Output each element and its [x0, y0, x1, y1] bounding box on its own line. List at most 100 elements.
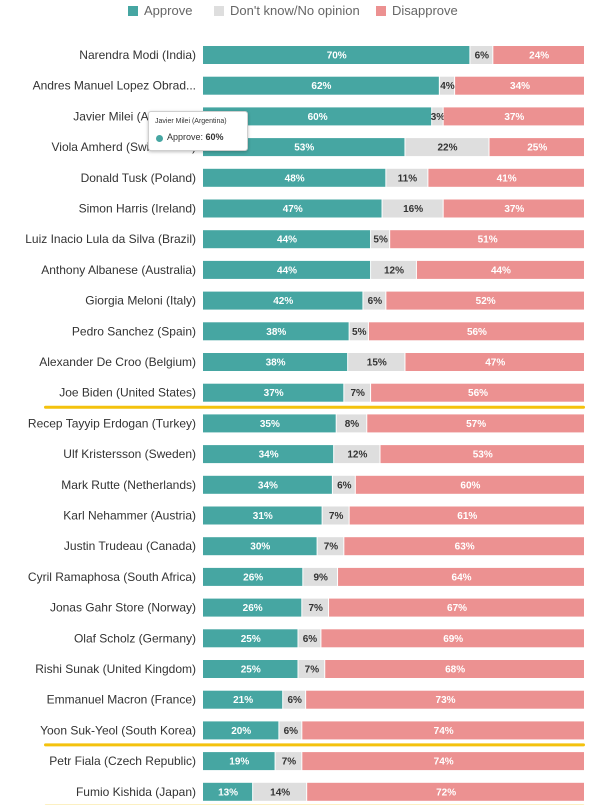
bar-row-ulf-kristersson-sweden[interactable]: Ulf Kristersson (Sweden) 34% 12% 53%: [63, 445, 584, 464]
bar-segment-approve[interactable]: [203, 752, 275, 771]
bar-segment-disapprove[interactable]: [338, 567, 584, 586]
bar-segment-approve[interactable]: [203, 46, 470, 64]
bar-row-alexander-de-croo-belgium[interactable]: Alexander De Croo (Belgium) 38% 15% 47%: [39, 353, 584, 371]
bar-row-mark-rutte-netherlands[interactable]: Mark Rutte (Netherlands) 34% 6% 60%: [61, 475, 584, 494]
bar-segment-disapprove[interactable]: [321, 629, 584, 648]
bar-row-donald-tusk-poland[interactable]: Donald Tusk (Poland) 48% 11% 41%: [81, 168, 584, 187]
bar-segment-neutral[interactable]: [348, 353, 405, 371]
bar-row-recep-tayyip-erdogan-turkey[interactable]: Recep Tayyip Erdogan (Turkey) 35% 8% 57%: [28, 414, 584, 433]
bar-segment-approve[interactable]: [203, 782, 253, 801]
bar-segment-disapprove[interactable]: [416, 260, 584, 279]
bar-segment-approve[interactable]: [203, 629, 298, 648]
bar-segment-approve[interactable]: [203, 567, 303, 586]
bar-segment-disapprove[interactable]: [405, 353, 584, 371]
bar-segment-neutral[interactable]: [344, 383, 371, 402]
bar-segment-disapprove[interactable]: [386, 291, 584, 310]
bar-segment-disapprove[interactable]: [355, 475, 584, 494]
bar-row-emmanuel-macron-france[interactable]: Emmanuel Macron (France) 21% 6% 73%: [47, 690, 584, 709]
bar-row-fumio-kishida-japan[interactable]: Fumio Kishida (Japan) 13% 14% 72%: [44, 782, 585, 805]
bar-segment-neutral[interactable]: [283, 690, 306, 709]
bar-segment-approve[interactable]: [203, 506, 322, 525]
bar-segment-disapprove[interactable]: [368, 322, 584, 341]
bar-segment-neutral[interactable]: [382, 199, 443, 218]
bar-segment-approve[interactable]: [203, 260, 371, 279]
bar-row-viola-amherd-switzerland[interactable]: Viola Amherd (Switzerland) 53% 22% 25%: [51, 138, 585, 157]
bar-segment-neutral[interactable]: [371, 260, 416, 279]
bar-segment-approve[interactable]: [203, 168, 386, 187]
bar-segment-approve[interactable]: [203, 291, 363, 310]
bar-row-justin-trudeau-canada[interactable]: Justin Trudeau (Canada) 30% 7% 63%: [64, 537, 584, 556]
bar-segment-approve[interactable]: [203, 107, 432, 126]
bar-segment-neutral[interactable]: [298, 629, 321, 648]
bar-segment-approve[interactable]: [203, 721, 279, 740]
bar-row-pedro-sanchez-spain[interactable]: Pedro Sanchez (Spain) 38% 5% 56%: [72, 322, 584, 341]
bar-row-jonas-gahr-store-norway[interactable]: Jonas Gahr Store (Norway) 26% 7% 67%: [50, 598, 584, 617]
bar-segment-disapprove[interactable]: [390, 230, 584, 249]
bar-segment-disapprove[interactable]: [302, 721, 584, 740]
bar-segment-approve[interactable]: [203, 322, 349, 341]
bar-segment-neutral[interactable]: [405, 138, 489, 157]
bar-segment-neutral[interactable]: [253, 782, 307, 801]
bar-segment-neutral[interactable]: [275, 752, 302, 771]
bar-segment-disapprove[interactable]: [302, 752, 584, 771]
bar-row-petr-fiala-czech-republic[interactable]: Petr Fiala (Czech Republic) 19% 7% 74%: [49, 752, 584, 771]
bar-segment-disapprove[interactable]: [367, 414, 584, 433]
bar-segment-disapprove[interactable]: [307, 782, 584, 801]
bar-segment-disapprove[interactable]: [428, 168, 584, 187]
bar-segment-neutral[interactable]: [349, 322, 368, 341]
bar-segment-disapprove[interactable]: [380, 445, 584, 464]
bar-segment-disapprove[interactable]: [329, 598, 584, 617]
bar-segment-approve[interactable]: [203, 445, 334, 464]
bar-segment-approve[interactable]: [203, 475, 332, 494]
bar-segment-neutral[interactable]: [336, 414, 367, 433]
bar-row-narendra-modi-india[interactable]: Narendra Modi (India) 70% 6% 24%: [79, 46, 584, 64]
bar-row-andres-manuel-lopez-obrad[interactable]: Andres Manuel Lopez Obrad... 62% 4% 34%: [33, 76, 584, 95]
bar-segment-approve[interactable]: [203, 199, 382, 218]
bar-segment-neutral[interactable]: [332, 475, 355, 494]
bar-segment-approve[interactable]: [203, 537, 317, 556]
bar-segment-approve[interactable]: [203, 138, 405, 157]
bar-segment-disapprove[interactable]: [344, 537, 584, 556]
bar-segment-neutral[interactable]: [470, 46, 493, 64]
data-label-disapprove: 60%: [460, 480, 480, 491]
bar-segment-neutral[interactable]: [317, 537, 344, 556]
bar-segment-neutral[interactable]: [432, 107, 443, 126]
bar-row-joe-biden-united-states[interactable]: Joe Biden (United States) 37% 7% 56%: [44, 383, 585, 409]
bar-segment-disapprove[interactable]: [306, 690, 584, 709]
bar-segment-neutral[interactable]: [298, 660, 325, 678]
bar-row-cyril-ramaphosa-south-africa[interactable]: Cyril Ramaphosa (South Africa) 26% 9% 64%: [28, 567, 584, 586]
bar-segment-approve[interactable]: [203, 690, 283, 709]
bar-segment-disapprove[interactable]: [493, 46, 584, 64]
bar-segment-disapprove[interactable]: [443, 107, 584, 126]
bar-row-simon-harris-ireland[interactable]: Simon Harris (Ireland) 47% 16% 37%: [79, 199, 584, 218]
bar-row-olaf-scholz-germany[interactable]: Olaf Scholz (Germany) 25% 6% 69%: [74, 629, 584, 648]
bar-segment-neutral[interactable]: [279, 721, 302, 740]
bar-segment-neutral[interactable]: [303, 567, 338, 586]
bar-segment-approve[interactable]: [203, 230, 371, 249]
bar-segment-disapprove[interactable]: [349, 506, 584, 525]
bar-segment-neutral[interactable]: [302, 598, 329, 617]
bar-row-rishi-sunak-united-kingdom[interactable]: Rishi Sunak (United Kingdom) 25% 7% 68%: [35, 660, 584, 678]
bar-segment-approve[interactable]: [203, 414, 336, 433]
bar-segment-approve[interactable]: [203, 598, 302, 617]
bar-segment-neutral[interactable]: [386, 168, 428, 187]
bar-segment-disapprove[interactable]: [371, 383, 584, 402]
bar-row-luiz-inacio-lula-da-silva-brazil[interactable]: Luiz Inacio Lula da Silva (Brazil) 44% 5% 5…: [25, 230, 584, 249]
bar-row-yoon-suk-yeol-south-korea[interactable]: Yoon Suk-Yeol (South Korea) 20% 6% 74%: [40, 721, 585, 747]
bar-segment-neutral[interactable]: [322, 506, 349, 525]
bar-segment-disapprove[interactable]: [443, 199, 584, 218]
bar-row-anthony-albanese-australia[interactable]: Anthony Albanese (Australia) 44% 12% 44%: [41, 260, 584, 279]
bar-segment-approve[interactable]: [203, 76, 439, 95]
bar-row-karl-nehammer-austria[interactable]: Karl Nehammer (Austria) 31% 7% 61%: [63, 506, 584, 525]
bar-segment-neutral[interactable]: [371, 230, 390, 249]
bar-row-giorgia-meloni-italy[interactable]: Giorgia Meloni (Italy) 42% 6% 52%: [85, 291, 584, 310]
bar-segment-neutral[interactable]: [334, 445, 380, 464]
bar-segment-neutral[interactable]: [439, 76, 455, 95]
bar-segment-disapprove[interactable]: [489, 138, 585, 157]
bar-segment-approve[interactable]: [203, 383, 344, 402]
bar-segment-approve[interactable]: [203, 353, 348, 371]
bar-segment-neutral[interactable]: [363, 291, 386, 310]
bar-segment-approve[interactable]: [203, 660, 298, 678]
bar-segment-disapprove[interactable]: [455, 76, 584, 95]
bar-segment-disapprove[interactable]: [325, 660, 584, 678]
